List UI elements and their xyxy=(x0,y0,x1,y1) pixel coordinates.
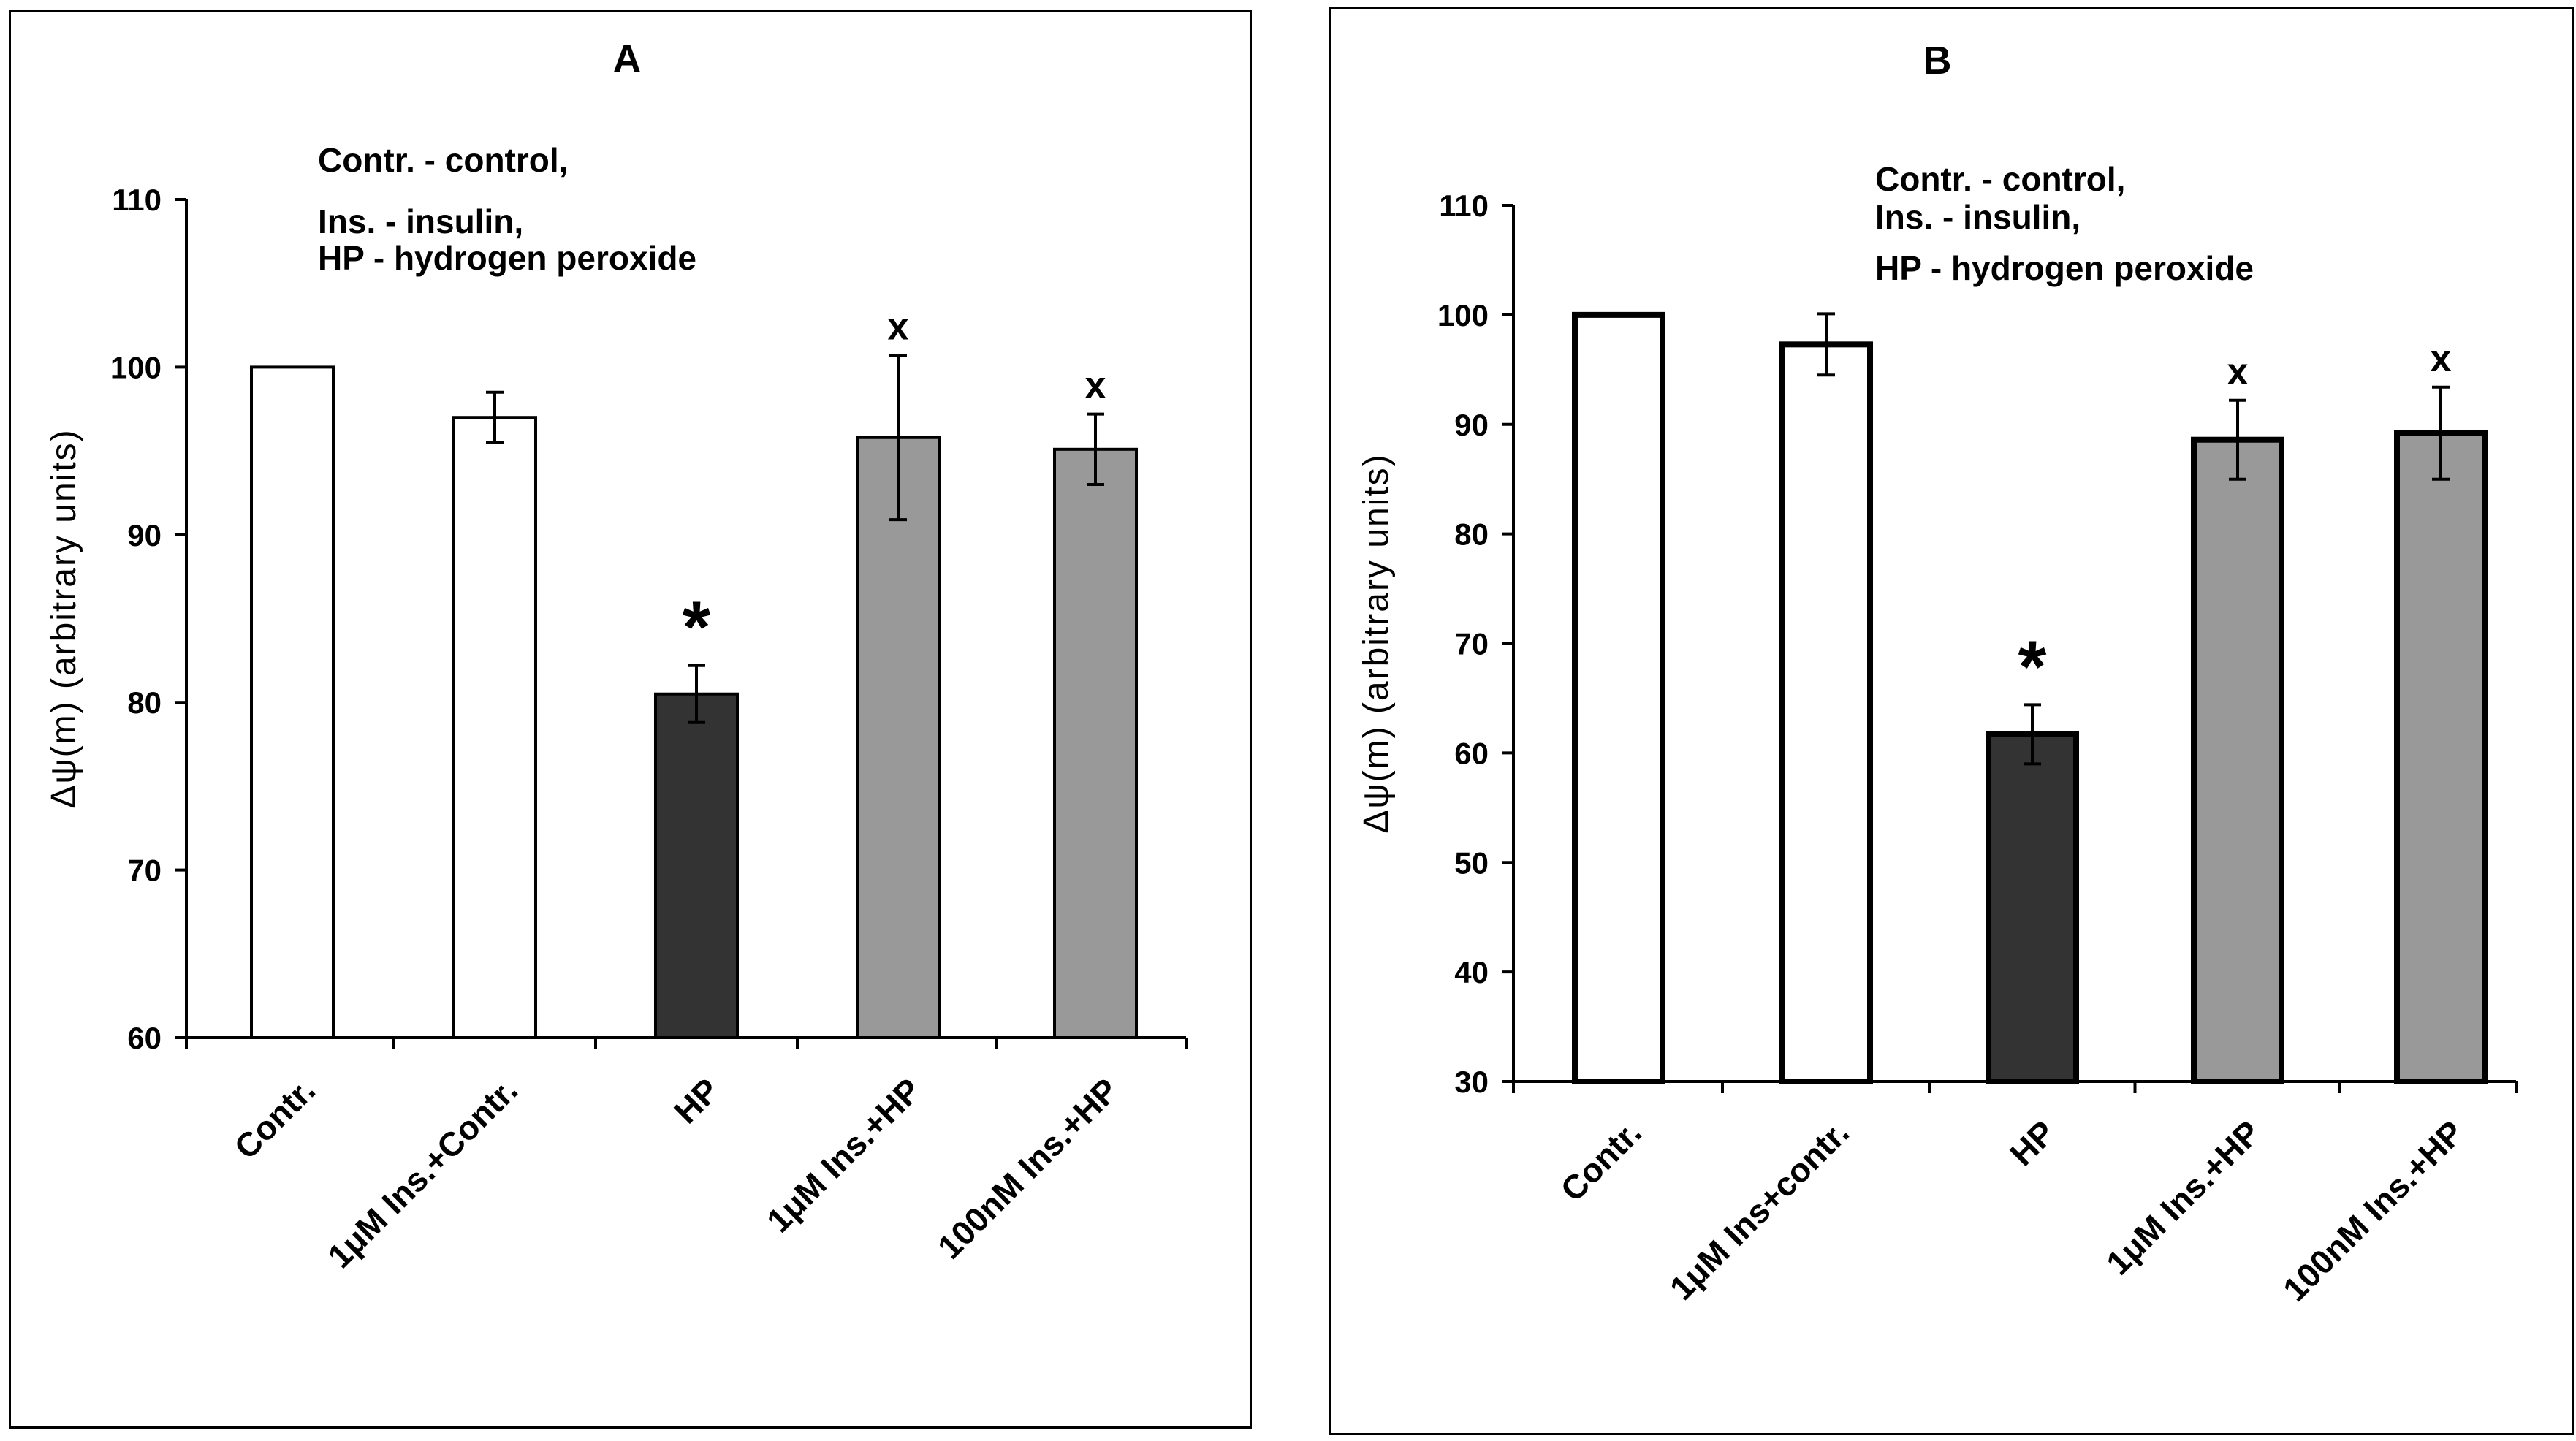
y-tick-label-a: 80 xyxy=(127,685,162,720)
bar-b-4 xyxy=(2191,436,2284,1084)
chart-b-svg: B 30 40 50 60 70 80 90 100 110 Δψ(m) (arbitrary un… xyxy=(1357,39,2518,1309)
legend-line-a: Contr. - control, xyxy=(318,141,568,179)
legend-line-b: Contr. - control, xyxy=(1875,160,2125,198)
x-tick-label-b: HP xyxy=(2002,1113,2062,1173)
significance-x-b: x xyxy=(2431,338,2452,380)
y-tick-label-b: 50 xyxy=(1454,845,1489,880)
chart-panel-b: B 30 40 50 60 70 80 90 100 110 Δψ(m) (arbitrary un… xyxy=(1329,7,2574,1435)
y-tick-label-b: 80 xyxy=(1454,517,1489,552)
x-tick-label-b: Contr. xyxy=(1553,1113,1649,1209)
bar-a-3 xyxy=(654,692,739,1039)
bar-b-3 xyxy=(1986,731,2079,1084)
significance-star-b: * xyxy=(2018,626,2047,707)
y-tick-label-b: 110 xyxy=(1439,189,1489,223)
bar-a-2 xyxy=(452,416,537,1039)
legend-line-a: Ins. - insulin, xyxy=(318,202,523,240)
x-tick-label-a: 100nM Ins.+HP xyxy=(930,1071,1125,1266)
chart-panel-a: A 60 70 80 90 100 110 Δψ(m) (arbitrary units) Co… xyxy=(9,10,1252,1429)
chart-a-svg: A 60 70 80 90 100 110 Δψ(m) (arbitrary units) Co… xyxy=(45,37,1188,1275)
y-axis-label-a: Δψ(m) (arbitrary units) xyxy=(45,428,83,808)
bar-a-1 xyxy=(250,365,335,1039)
x-tick-label-b: 100nM Ins.+HP xyxy=(2276,1113,2471,1308)
x-tick-label-b: 1μM Ins+contr. xyxy=(1663,1113,1856,1307)
y-tick-label-a: 70 xyxy=(127,853,162,888)
x-tick-label-a: Contr. xyxy=(227,1071,322,1166)
significance-x-a: x xyxy=(888,305,909,348)
significance-x-b: x xyxy=(2227,351,2249,393)
chart-title-b: B xyxy=(1923,39,1952,83)
y-tick-label-a: 90 xyxy=(127,518,162,552)
y-tick-label-b: 70 xyxy=(1454,627,1489,661)
x-tick-label-a: 1μM Ins.+Contr. xyxy=(320,1071,525,1275)
significance-star-a: * xyxy=(683,587,711,669)
y-tick-label-b: 60 xyxy=(1454,736,1489,770)
y-axis-label-b: Δψ(m) (arbitrary units) xyxy=(1357,453,1396,833)
significance-x-a: x xyxy=(1085,365,1106,407)
y-tick-label-b: 30 xyxy=(1454,1065,1489,1099)
x-tick-label-a: HP xyxy=(666,1071,726,1130)
legend-line-a: HP - hydrogen peroxide xyxy=(318,239,696,277)
legend-line-b: HP - hydrogen peroxide xyxy=(1875,249,2254,287)
bar-a-5 xyxy=(1053,447,1138,1039)
y-tick-label-a: 60 xyxy=(127,1021,162,1055)
x-tick-label-a: 1μM Ins.+HP xyxy=(759,1071,928,1239)
y-tick-label-a: 110 xyxy=(112,183,162,217)
chart-title-a: A xyxy=(613,37,642,81)
bar-a-4 xyxy=(856,436,941,1039)
bar-b-2 xyxy=(1779,341,1873,1084)
y-tick-label-b: 100 xyxy=(1437,298,1489,332)
y-tick-label-a: 100 xyxy=(110,350,162,384)
bar-b-1 xyxy=(1572,311,1665,1084)
x-tick-label-b: 1μM Ins.+HP xyxy=(2099,1113,2268,1282)
bar-b-5 xyxy=(2394,430,2488,1084)
y-tick-label-b: 40 xyxy=(1454,955,1489,989)
legend-line-b: Ins. - insulin, xyxy=(1875,198,2081,236)
y-tick-label-b: 90 xyxy=(1454,408,1489,442)
